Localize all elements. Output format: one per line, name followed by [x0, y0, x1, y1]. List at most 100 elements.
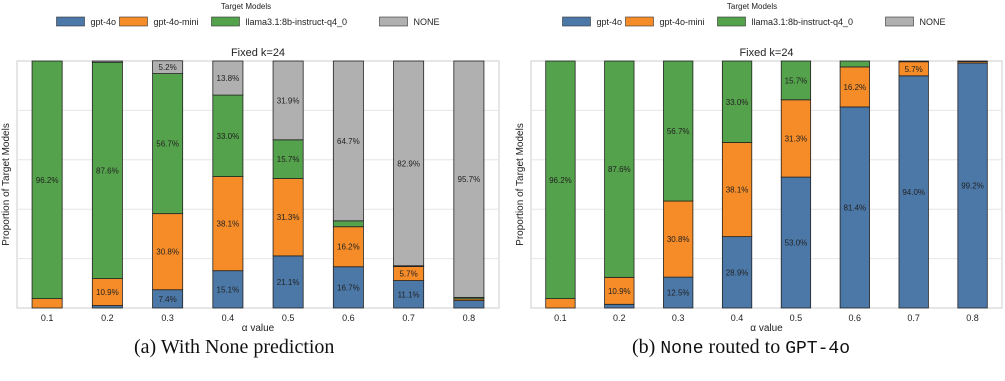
bar-segment [663, 276, 694, 309]
data-label: 5.2% [159, 63, 177, 72]
x-tick-label: 0.4 [731, 313, 744, 323]
x-tick-label: 0.3 [161, 313, 174, 323]
x-tick-label: 0.6 [849, 313, 862, 323]
bar-segment [898, 60, 929, 63]
data-label: 31.3% [785, 134, 808, 143]
bar-segment [957, 62, 988, 309]
bar-segment [545, 60, 576, 300]
legend-label: gpt-4o-mini [154, 17, 199, 27]
data-label: 64.7% [337, 137, 360, 146]
data-label: 5.7% [400, 270, 418, 279]
bar-segment [721, 236, 753, 309]
x-tick-label: 0.1 [41, 313, 54, 323]
x-axis-label: α value [750, 323, 783, 334]
legend-swatch [625, 16, 654, 27]
x-tick-label: 0.1 [554, 313, 567, 323]
x-tick-label: 0.2 [613, 313, 626, 323]
bar-segment [604, 60, 635, 278]
legend-label: gpt-4o [597, 17, 623, 27]
bar-segment [721, 142, 753, 238]
legend-left: Target Models gpt-4o gpt-4o-mini llama3.1:8… [56, 2, 440, 27]
data-label: 11.1% [398, 290, 420, 299]
legend-swatch [379, 16, 408, 27]
caption-b: (b) None routed to GPT-4o [632, 336, 851, 359]
data-label: 13.8% [217, 74, 240, 83]
legend-swatch [885, 16, 914, 27]
legend-label: gpt-4o [91, 17, 117, 27]
legend-title: Target Models [727, 2, 777, 11]
chart-title: Fixed k=24 [231, 47, 285, 59]
bar-segment [839, 60, 870, 68]
x-tick-label: 0.7 [907, 313, 920, 323]
data-label: 87.6% [608, 165, 631, 174]
data-label: 31.9% [277, 96, 300, 105]
bar-segment [393, 280, 425, 309]
x-tick-label: 0.6 [342, 313, 355, 323]
legend-title: Target Models [221, 2, 271, 11]
bar-segment [545, 298, 576, 309]
data-label: 15.7% [277, 155, 300, 164]
data-label: 94.0% [902, 188, 925, 197]
x-tick-label: 0.8 [463, 313, 476, 323]
bar-segment [393, 60, 425, 267]
data-label: 56.7% [667, 127, 690, 136]
legend-label: NONE [414, 17, 440, 27]
legend-swatch [211, 16, 240, 27]
bar-segment [91, 60, 123, 63]
plot-frame [530, 60, 1003, 309]
x-tick-label: 0.4 [222, 313, 235, 323]
bar-segment [31, 298, 63, 309]
x-tick-label: 0.5 [790, 313, 803, 323]
chart-panel-b: Fixed k=24 96.2% 0.1 10.9% 87.6% 0.2 12.5% 30.8… [515, 47, 1003, 334]
caption-a: (a) With None prediction [134, 336, 335, 358]
data-label: 28.9% [726, 268, 749, 277]
bar-segment [721, 60, 753, 143]
chart-panel-a: Fixed k=24 96.2% 0.1 10.9% 87.6% 0.2 7.4% 30.8%… [1, 47, 500, 334]
data-label: 10.9% [608, 287, 631, 296]
bar-segment [272, 255, 304, 309]
legend-swatch [119, 16, 148, 27]
data-label: 15.1% [217, 285, 240, 294]
data-label: 33.0% [726, 98, 749, 107]
x-tick-label: 0.8 [966, 313, 979, 323]
legend-right: Target Models gpt-4o gpt-4o-mini llama3.1:8… [562, 2, 946, 27]
data-label: 12.5% [667, 289, 690, 298]
legend-label: NONE [920, 17, 946, 27]
bar-segment [332, 220, 364, 228]
bar-segment [453, 300, 485, 309]
data-label: 21.1% [277, 278, 300, 287]
bar-segment [453, 60, 485, 298]
legend-swatch [717, 16, 746, 27]
data-label: 82.9% [397, 159, 420, 168]
legend-swatch [56, 16, 85, 27]
data-label: 30.8% [156, 248, 179, 257]
y-axis-label: Proportion of Target Models [1, 123, 12, 246]
bar-segment [332, 266, 364, 309]
plot-frame [16, 60, 500, 309]
x-tick-label: 0.2 [101, 313, 114, 323]
data-label: 33.0% [217, 132, 240, 141]
bar-segment [663, 60, 694, 202]
x-tick-label: 0.3 [672, 313, 685, 323]
data-label: 87.6% [96, 166, 119, 175]
bar-segment [663, 200, 694, 278]
bar-segment [604, 276, 635, 305]
legend-label: llama3.1:8b-instruct-q4_0 [752, 17, 854, 27]
x-tick-label: 0.7 [402, 313, 415, 323]
data-label: 10.9% [96, 288, 119, 297]
x-tick-label: 0.5 [282, 313, 295, 323]
data-label: 95.7% [458, 175, 481, 184]
data-label: 38.1% [217, 220, 240, 229]
bar-segment [212, 60, 244, 96]
data-label: 99.2% [961, 181, 984, 190]
legend-label: llama3.1:8b-instruct-q4_0 [246, 17, 348, 27]
data-label: 30.8% [667, 235, 690, 244]
data-label: 31.3% [277, 213, 300, 222]
legend-swatch [562, 16, 591, 27]
data-label: 5.7% [905, 65, 923, 74]
bar-segment [212, 94, 244, 177]
data-label: 16.2% [843, 83, 866, 92]
data-label: 7.4% [159, 295, 177, 304]
bar-segment [212, 176, 244, 272]
